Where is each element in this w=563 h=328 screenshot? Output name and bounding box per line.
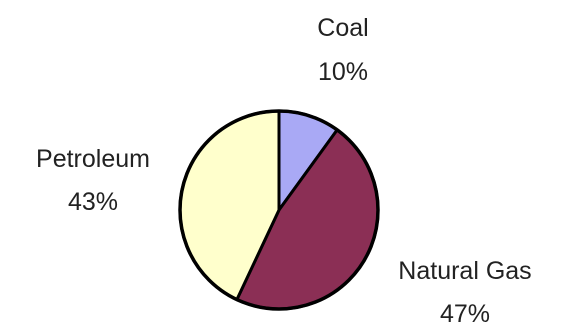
- petroleum-label: Petroleum: [36, 145, 150, 173]
- pie-outline: [178, 109, 380, 311]
- natural-gas-value-label: 47%: [440, 300, 490, 328]
- natural-gas-label: Natural Gas: [398, 257, 531, 285]
- coal-value-label: 10%: [318, 58, 368, 86]
- petroleum-value-label: 43%: [68, 188, 118, 216]
- coal-label: Coal: [317, 14, 368, 42]
- slice-labels: Coal 10% Natural Gas 47% Petroleum 43%: [36, 14, 532, 328]
- pie-slices: [178, 109, 380, 311]
